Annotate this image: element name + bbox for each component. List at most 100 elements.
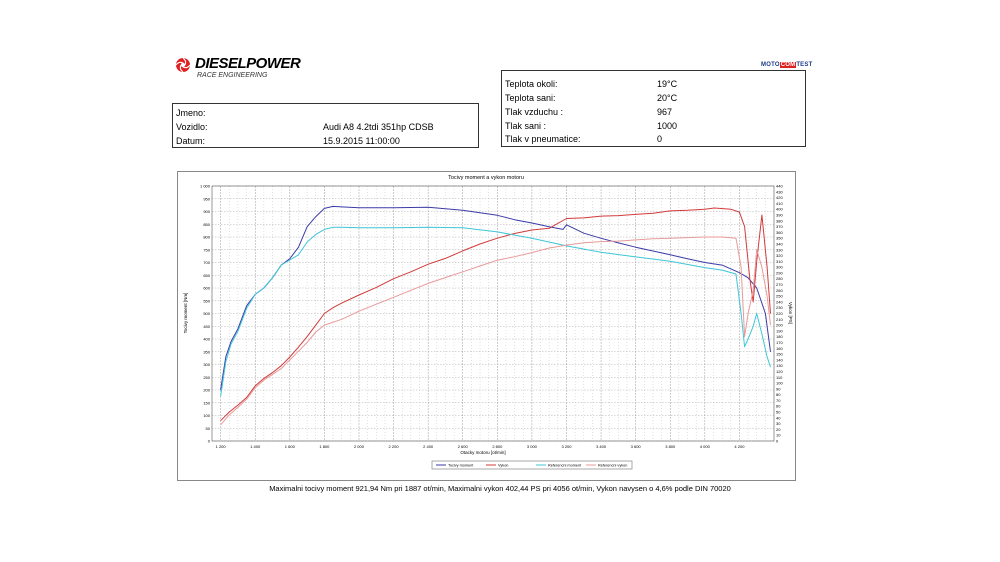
badge-left: MOTO [761, 62, 780, 68]
y2-tick-label: 50 [776, 410, 781, 415]
y-tick-label: 150 [203, 400, 210, 405]
series-line [220, 205, 771, 391]
test-conditions-box: Teplota okoli: 19°C Teplota sani: 20°C T… [501, 70, 806, 147]
y2-tick-label: 180 [776, 334, 783, 339]
condition-row: Teplota okoli: 19°C [502, 79, 805, 92]
condition-value: 20°C [657, 93, 678, 103]
y2-tick-label: 310 [776, 259, 783, 264]
y2-tick-label: 340 [776, 241, 783, 246]
x-tick-label: 1 400 [250, 444, 261, 449]
y2-tick-label: 400 [776, 207, 783, 212]
x-tick-label: 3 200 [561, 444, 572, 449]
condition-row: Tlak sani : 1000 [502, 121, 805, 134]
date-value: 15.9.2015 11:00:00 [323, 136, 400, 146]
x-tick-label: 4 200 [734, 444, 745, 449]
vehicle-value: Audi A8 4.2tdi 351hp CDSB [323, 122, 434, 132]
turbo-logo-icon [175, 57, 191, 73]
y2-tick-label: 150 [776, 352, 783, 357]
y2-tick-label: 370 [776, 224, 783, 229]
x-tick-label: 1 200 [216, 444, 227, 449]
dieselpower-logo: DIESELPOWER RACE ENGINEERING [175, 55, 335, 85]
y-tick-label: 850 [203, 222, 210, 227]
x-tick-label: 2 800 [492, 444, 503, 449]
chart-xlabel: Otacky motoru [ot/min] [460, 450, 505, 455]
y-tick-label: 750 [203, 247, 210, 252]
legend-label: Tocivy moment [448, 464, 474, 468]
x-tick-label: 3 800 [665, 444, 676, 449]
y2-tick-label: 80 [776, 392, 781, 397]
condition-row: Teplota sani: 20°C [502, 93, 805, 106]
condition-label: Teplota okoli: [505, 79, 558, 89]
y2-tick-label: 360 [776, 230, 783, 235]
x-tick-label: 1 800 [319, 444, 330, 449]
name-label: Jmeno: [176, 108, 206, 118]
chart-title: Tocivy moment a vykon motoru [448, 175, 524, 181]
motocomtest-badge: MOTOCOMTEST [761, 62, 812, 70]
condition-label: Teplota sani: [505, 93, 556, 103]
brand-name: DIESELPOWER [195, 55, 301, 72]
legend-label: Referencni vykon [598, 464, 627, 468]
x-tick-label: 2 200 [389, 444, 400, 449]
chart-grid [212, 185, 774, 442]
y-tick-label: 300 [203, 362, 210, 367]
x-tick-label: 3 600 [631, 444, 642, 449]
y2-tick-label: 330 [776, 247, 783, 252]
x-tick-label: 2 000 [354, 444, 365, 449]
y2-tick-label: 200 [776, 323, 783, 328]
chart-y2label: Vykon [PS] [788, 302, 793, 324]
y2-tick-label: 20 [776, 427, 781, 432]
y2-tick-label: 280 [776, 276, 783, 281]
condition-value: 19°C [657, 79, 678, 89]
dyno-chart-svg: 0501001502002503003504004505005506006507… [183, 175, 793, 470]
y2-tick-label: 300 [776, 265, 783, 270]
y2-tick-label: 0 [776, 439, 779, 444]
y-tick-label: 0 [208, 439, 211, 444]
condition-label: Tlak vzduchu : [505, 107, 564, 117]
dyno-chart: 0 50 100 150 200 250 300 350 400 450 500 550 600 650 7… [177, 171, 796, 481]
x-tick-label: 2 600 [458, 444, 469, 449]
y-tick-label: 800 [203, 235, 210, 240]
condition-value: 967 [657, 107, 673, 117]
y2-tick-label: 220 [776, 311, 783, 316]
series-line [220, 207, 771, 422]
y2-tick-label: 240 [776, 299, 783, 304]
x-tick-label: 2 400 [423, 444, 434, 449]
y-tick-label: 450 [203, 324, 210, 329]
y2-tick-label: 100 [776, 381, 783, 386]
y2-tick-label: 320 [776, 253, 783, 258]
vehicle-info-box: Jmeno: Vozidlo: Audi A8 4.2tdi 351hp CDS… [172, 103, 479, 148]
x-tick-label: 4 000 [700, 444, 711, 449]
y2-tick-label: 40 [776, 415, 781, 420]
y-tick-label: 1 000 [200, 184, 211, 189]
chart-axes: 0501001502002503003504004505005506006507… [200, 184, 783, 450]
y2-tick-label: 410 [776, 201, 783, 206]
y2-tick-label: 210 [776, 317, 783, 322]
y-tick-label: 950 [203, 196, 210, 201]
y2-tick-label: 170 [776, 340, 783, 345]
summary-text: Maximalni tocivy moment 921,94 Nm pri 18… [269, 484, 731, 493]
chart-series [220, 205, 771, 426]
vehicle-label: Vozidlo: [176, 122, 208, 132]
chart-legend: Tocivy moment Vykon Referencni moment Refer… [431, 460, 633, 470]
condition-row: Tlak vzduchu : 967 [502, 107, 805, 120]
y2-tick-label: 130 [776, 363, 783, 368]
y-tick-label: 600 [203, 286, 210, 291]
y-tick-label: 500 [203, 311, 210, 316]
badge-mid: COM [779, 62, 797, 68]
y2-tick-label: 70 [776, 398, 781, 403]
y-tick-label: 650 [203, 273, 210, 278]
condition-label: Tlak sani : [505, 121, 547, 131]
series-line [220, 236, 771, 426]
y-tick-label: 700 [203, 260, 210, 265]
series-line [220, 226, 771, 397]
condition-value: 0 [657, 134, 663, 144]
y2-tick-label: 10 [776, 433, 781, 438]
y-tick-label: 550 [203, 298, 210, 303]
x-tick-label: 3 400 [596, 444, 607, 449]
plot-frame [211, 185, 775, 442]
brand-subtitle: RACE ENGINEERING [197, 72, 268, 79]
y-tick-label: 250 [203, 375, 210, 380]
legend-label: Referencni moment [548, 464, 582, 468]
chart-ylabel: Tocivy moment [Nm] [183, 293, 188, 334]
date-label: Datum: [176, 136, 206, 146]
